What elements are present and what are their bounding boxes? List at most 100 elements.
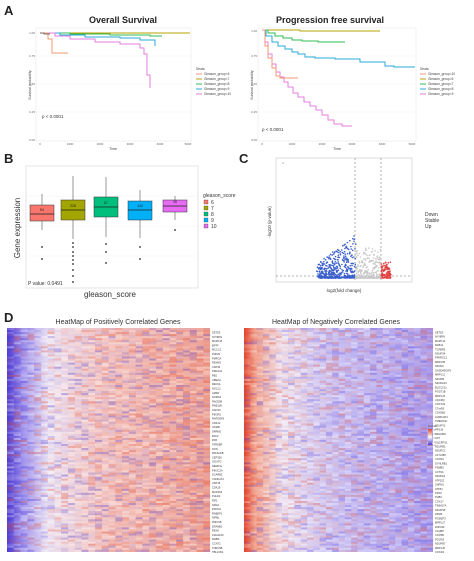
heatmap-cell [27,344,34,346]
heatmap-cell [122,536,129,538]
heatmap-cell [13,468,21,471]
heatmap-cell [149,352,157,355]
heatmap-cell [95,328,103,331]
heatmap-cell [101,391,109,394]
heatmap-cell [13,515,21,518]
heatmap-cell [203,431,211,434]
heatmap-cell [189,501,197,504]
volcano-point [375,270,378,273]
box-count: 54 [40,208,44,212]
heatmap-cell [13,401,21,404]
heatmap-cell [61,533,69,536]
heatmap-cell [275,344,283,347]
heatmap-cell [135,452,143,455]
heatmap-cell [427,330,434,332]
volcano-point [319,277,322,279]
heatmap-cell [27,366,35,369]
heatmap-cell [61,362,69,365]
heatmap-cell [169,362,177,365]
heatmap-cell [54,344,62,347]
heatmap-cell [54,513,62,516]
heatmap-cell [88,494,96,497]
heatmap-cell [288,340,295,343]
heatmap-right-base [244,328,433,552]
heatmap-cell [189,385,197,388]
heatmap-cell [250,356,257,359]
heatmap-cell [351,350,358,353]
heatmap-cell [122,496,130,499]
heatmap-cell [351,358,358,361]
heatmap-cell [196,462,204,465]
heatmap-cell [7,365,14,367]
heatmap-cell [182,372,190,375]
heatmap-cell [122,425,130,428]
heatmap-cell [325,372,333,375]
heatmap-cell [81,401,89,404]
heatmap-cell [135,411,143,414]
heatmap-cell [176,521,184,524]
km-right-xtick: 3000 [349,142,356,146]
heatmap-cell [128,494,136,497]
heatmap-cell [401,354,409,357]
heatmap-cell [189,462,197,465]
km-left-curve-group-9 [40,32,151,88]
heatmap-cell [294,350,301,353]
heatmap-cell [135,478,143,481]
heatmap-cell [176,387,184,390]
heatmap-cell [81,352,89,355]
heatmap-cell [101,433,109,436]
heatmap-cell [47,409,55,412]
volcano-point [319,268,322,271]
heatmap-cell [135,421,143,424]
heatmap-cell [13,464,21,467]
heatmap-cell [34,332,42,335]
heatmap-cell [122,476,130,479]
heatmap-cell [115,417,123,420]
heatmap-cell [40,486,48,489]
volcano-point [370,273,372,275]
heatmap-cell [189,433,197,436]
heatmap-cell [128,501,136,504]
heatmap-cell [20,507,28,510]
heatmap-cell [426,360,434,363]
heatmap-cell [203,437,211,440]
heatmap-cell [108,486,116,489]
heatmap-cell [155,389,163,392]
heatmap-cell [81,429,89,432]
heatmap-cell [27,466,35,469]
heatmap-cell [101,421,109,424]
heatmap-cell [196,474,204,477]
volcano-point [380,271,383,273]
heatmap-cell [189,484,197,487]
heatmap-cell [313,336,320,339]
heatmap-cell [20,501,28,504]
km-left-legend-title: Strata [196,67,205,71]
heatmap-cell [203,454,211,457]
boxplot-panel: 54 226 87 142 35 P value: 0.0491 Gene ex… [13,165,236,299]
heatmap-cell [108,547,116,550]
heatmap-cell [34,444,41,446]
volcano-point [387,275,389,277]
heatmap-cell [176,515,184,518]
heatmap-cell [27,358,35,361]
heatmap-cell [40,352,48,355]
volcano-point [370,277,372,279]
heatmap-cell [54,549,62,552]
heatmap-cell [155,470,163,473]
heatmap-cell [61,517,69,520]
heatmap-cell [155,340,163,343]
heatmap-cell [407,328,415,331]
heatmap-cell [262,370,270,373]
heatmap-cell [115,537,123,540]
heatmap-cell [142,448,150,451]
volcano-point [328,255,331,257]
heatmap-cell [142,470,150,473]
heatmap-cell [307,360,314,363]
heatmap-cell [196,513,204,516]
heatmap-cell [20,393,28,396]
volcano-point [316,266,319,269]
heatmap-cell [20,376,28,379]
volcano-point [334,261,337,263]
heatmap-cell [122,382,130,385]
heatmap-cell [21,383,28,385]
